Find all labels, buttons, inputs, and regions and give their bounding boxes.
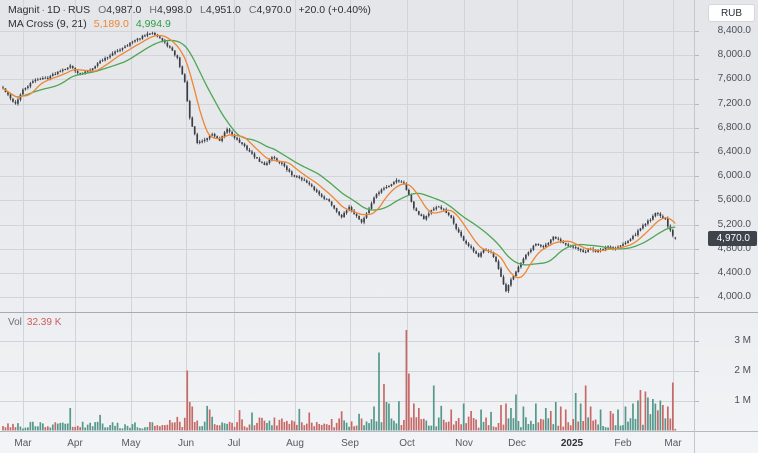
price-tick-label: 7,600.0 xyxy=(717,73,751,85)
low-group: L4,951.0 xyxy=(200,4,241,16)
price-tick-label: 7,200.0 xyxy=(717,97,751,109)
price-axis[interactable]: 8,400.0 8,000.0 7,600.0 7,200.0 6,800.0 6,400… xyxy=(694,0,758,312)
time-axis-label: Sep xyxy=(341,438,359,449)
low-value: 4,951.0 xyxy=(205,4,241,16)
price-tick-label: 5,600.0 xyxy=(717,194,751,206)
time-axis-label: Oct xyxy=(399,438,415,449)
volume-legend: Vol 32.39 K xyxy=(8,317,61,328)
low-label: L xyxy=(199,4,206,16)
time-axis-label: May xyxy=(121,438,141,449)
right-axis-column: 8,400.0 8,000.0 7,600.0 7,200.0 6,800.0 6,400… xyxy=(694,0,758,453)
time-axis-label: Jun xyxy=(177,438,195,449)
open-group: O4,987.0 xyxy=(98,4,141,16)
indicator-name: MA Cross (9, 21) xyxy=(8,18,87,30)
last-price-badge: 4,970.0 xyxy=(707,230,757,246)
separator-dot: · xyxy=(41,4,46,16)
high-label: H xyxy=(149,4,157,16)
symbol-name: Magnit xyxy=(8,4,40,16)
open-label: O xyxy=(98,4,107,16)
time-axis-label: Dec xyxy=(508,438,526,449)
volume-axis[interactable]: 3 M 2 M 1 M xyxy=(694,313,758,431)
time-axis-label: Mar xyxy=(664,438,682,449)
price-tick-label: 8,000.0 xyxy=(717,49,751,61)
price-tick-label: 4,400.0 xyxy=(717,267,751,278)
exchange-label: RUS xyxy=(67,4,91,16)
ma-slow-value: 4,994.9 xyxy=(135,18,171,30)
price-tick-label: 6,400.0 xyxy=(717,146,751,157)
time-axis-label: Jul xyxy=(227,438,241,449)
legend: Magnit · 1D · RUS O4,987.0 H4,998.0 L4,951.0 C4,… xyxy=(8,3,371,31)
price-tick-label: 4,000.0 xyxy=(717,291,751,303)
volume-tick-label: 1 M xyxy=(734,394,751,406)
price-tick-label: 5,200.0 xyxy=(717,218,751,230)
price-tick-label: 8,400.0 xyxy=(717,25,751,36)
time-axis-label: 2025 xyxy=(560,438,584,449)
interval-label: 1D xyxy=(47,4,61,16)
currency-button[interactable]: RUB xyxy=(708,4,755,22)
high-value: 4,998.0 xyxy=(156,4,192,16)
high-group: H4,998.0 xyxy=(149,4,192,16)
separator-dot: · xyxy=(62,4,66,16)
volume-label: Vol xyxy=(8,317,22,328)
time-axis-label: Mar xyxy=(14,438,32,449)
close-label: C xyxy=(248,4,257,16)
price-tick-label: 6,000.0 xyxy=(717,170,751,182)
price-tick-label: 6,800.0 xyxy=(717,121,751,133)
open-value: 4,987.0 xyxy=(106,4,142,16)
volume-tick-label: 3 M xyxy=(734,334,751,346)
time-axis-label: Aug xyxy=(286,438,304,449)
time-axis-label: Nov xyxy=(455,438,473,449)
time-axis[interactable]: Mar Apr May Jun Jul Aug Sep Oct Nov Dec 2025 Feb Mar xyxy=(0,432,758,453)
change-value: +20.0 (+0.40%) xyxy=(298,4,371,16)
indicator-row[interactable]: MA Cross (9, 21) 5,189.0 4,994.9 xyxy=(8,17,371,31)
symbol-row[interactable]: Magnit · 1D · RUS O4,987.0 H4,998.0 L4,951.0 C4,… xyxy=(8,3,371,17)
close-value: 4,970.0 xyxy=(256,4,292,16)
price-tick-label: 4,800.0 xyxy=(717,242,751,254)
ma-fast-value: 5,189.0 xyxy=(93,18,129,30)
volume-value: 32.39 K xyxy=(26,317,62,328)
volume-tick-label: 2 M xyxy=(734,364,751,376)
close-group: C4,970.0 xyxy=(249,4,292,16)
time-axis-label: Feb xyxy=(614,438,632,449)
time-axis-label: Apr xyxy=(67,438,83,449)
